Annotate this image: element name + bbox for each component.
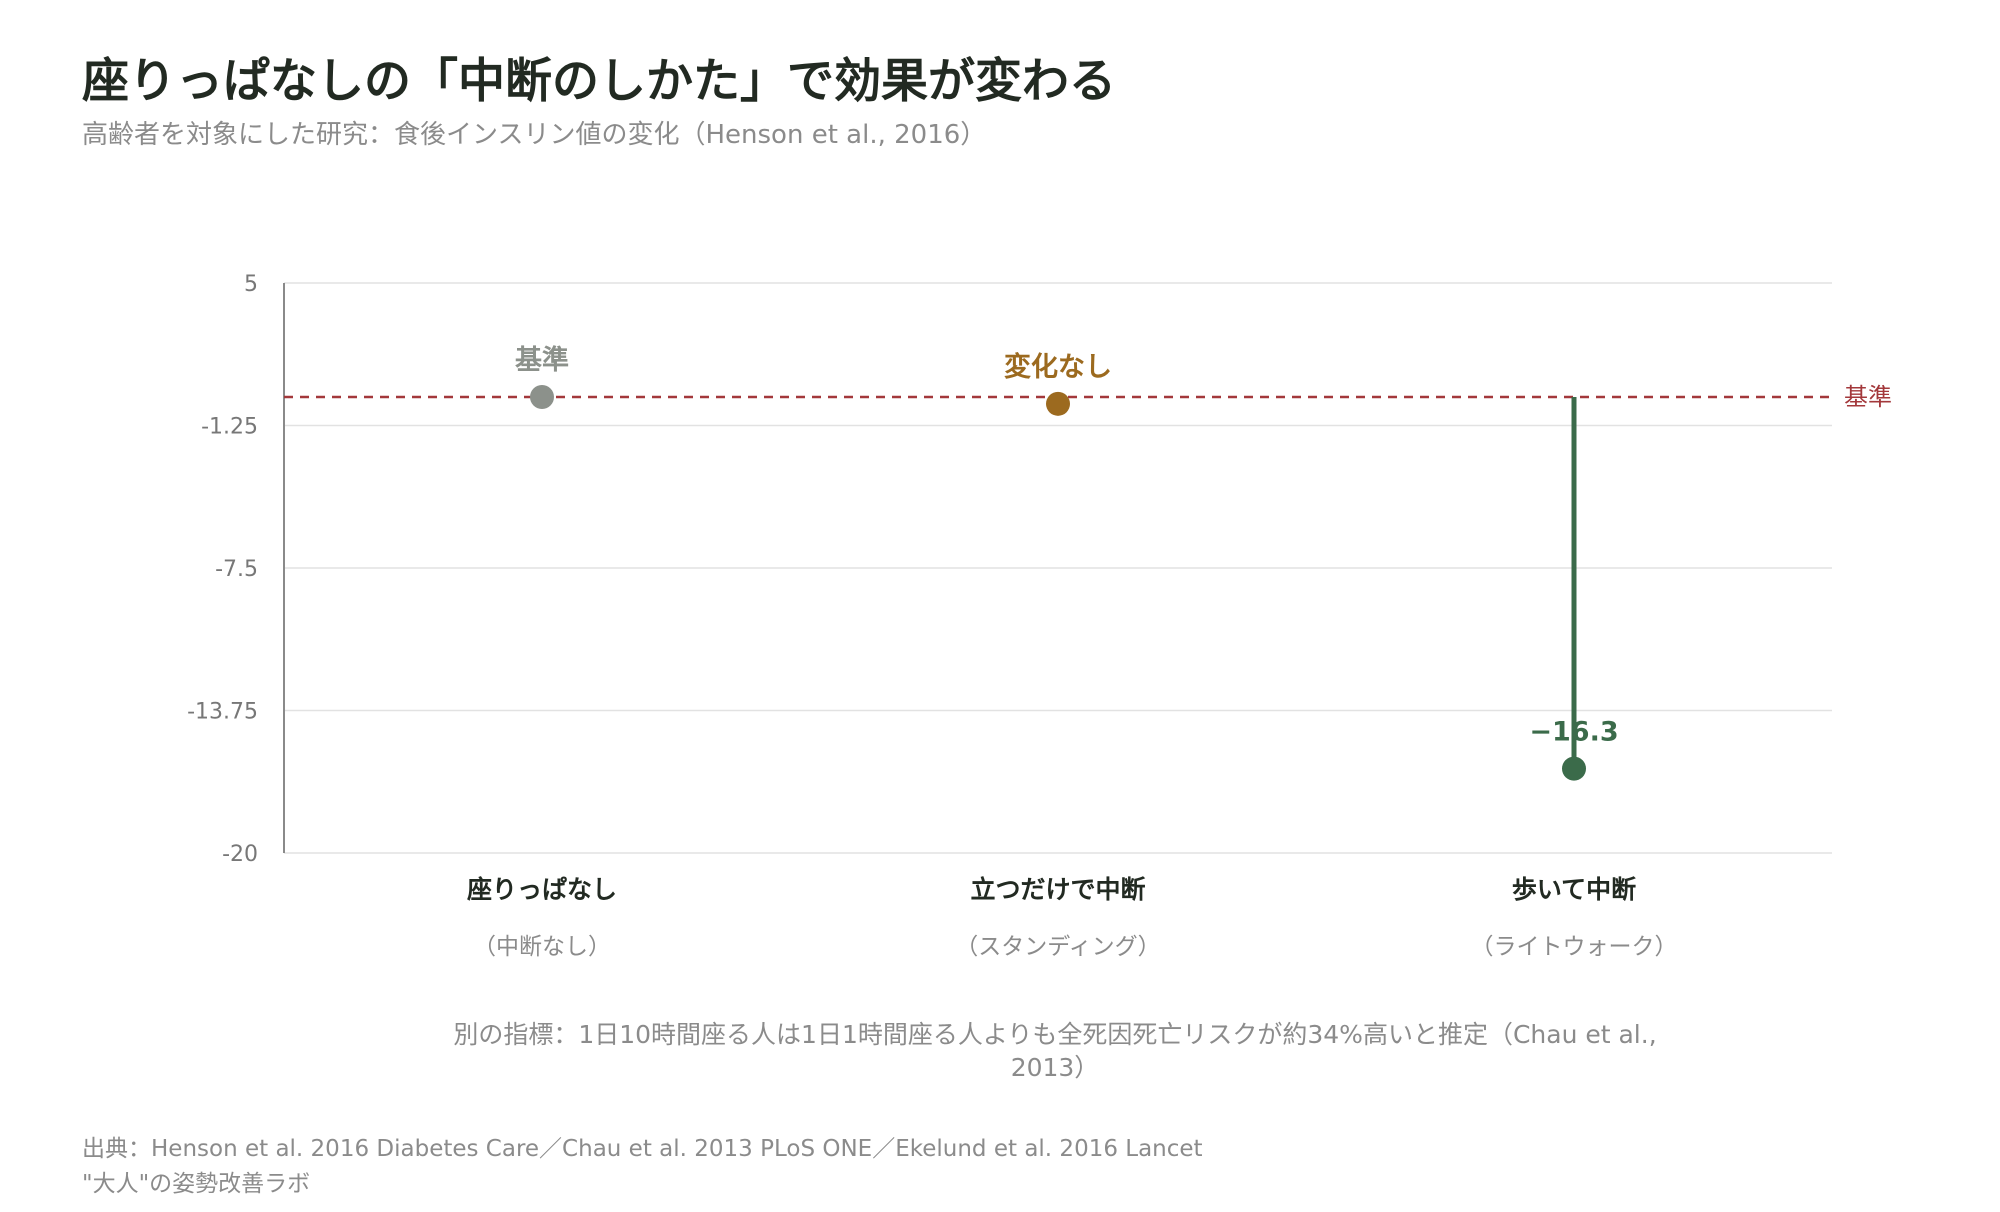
x-category-sublabel: （中断なし） xyxy=(473,934,611,960)
data-point xyxy=(530,385,554,409)
data-point-label: 変化なし xyxy=(1004,351,1112,383)
x-category-label: 歩いて中断 xyxy=(1512,875,1636,904)
chart-subtitle: 高齢者を対象にした研究：食後インスリン値の変化（Henson et al., 2… xyxy=(82,120,987,150)
x-category-sublabel: （スタンディング） xyxy=(955,934,1160,960)
brand-credit: "大人"の姿勢改善ラボ xyxy=(82,1171,311,1197)
chart-title: 座りっぱなしの「中断のしかた」で効果が変わる xyxy=(82,54,1116,109)
data-point-label: 基準 xyxy=(515,344,569,376)
source-citation: 出典：Henson et al. 2016 Diabetes Care／Chau… xyxy=(82,1136,1203,1162)
y-tick-label: -7.5 xyxy=(215,557,258,582)
y-tick-label: -13.75 xyxy=(187,700,258,725)
data-point-label: −16.3 xyxy=(1529,717,1618,748)
data-point xyxy=(1046,391,1070,416)
x-category-sublabel: （ライトウォーク） xyxy=(1471,934,1678,960)
baseline-label: 基準 xyxy=(1844,383,1892,411)
additional-indicator-note: 別の指標：1日10時間座る人は1日1時間座る人よりも全死因死亡リスクが約34%高… xyxy=(453,1020,1657,1082)
y-tick-label: -1.25 xyxy=(201,415,258,440)
y-tick-label: 5 xyxy=(244,272,258,297)
x-category-label: 立つだけで中断 xyxy=(970,875,1145,904)
y-tick-label: -20 xyxy=(222,842,258,867)
data-point xyxy=(1562,756,1586,781)
x-category-label: 座りっぱなし xyxy=(467,875,617,904)
